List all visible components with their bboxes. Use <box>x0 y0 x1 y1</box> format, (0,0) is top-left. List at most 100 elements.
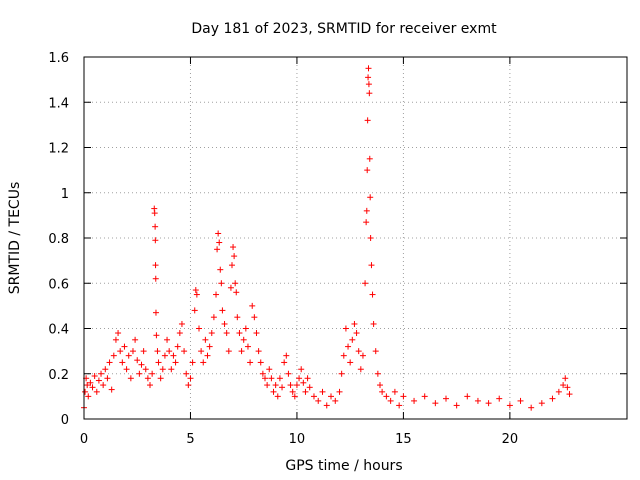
data-point <box>91 373 98 380</box>
data-point <box>374 370 381 377</box>
data-point <box>221 320 228 327</box>
data-point <box>125 352 132 359</box>
data-point <box>228 262 235 269</box>
plot-frame <box>83 56 628 420</box>
data-point <box>357 366 364 373</box>
data-point <box>168 366 175 373</box>
data-point <box>217 266 224 273</box>
data-point <box>300 379 307 386</box>
data-point <box>129 348 136 355</box>
data-point <box>421 393 428 400</box>
data-point <box>170 352 177 359</box>
data-point <box>215 230 222 237</box>
y-tick-label: 0.6 <box>48 277 69 292</box>
data-point <box>562 375 569 382</box>
data-point <box>365 65 372 72</box>
data-point <box>174 343 181 350</box>
data-point <box>287 382 294 389</box>
y-tick-label: 1.4 <box>48 96 69 111</box>
data-point <box>236 330 243 337</box>
data-point <box>566 391 573 398</box>
data-point <box>233 289 240 296</box>
data-point <box>306 384 313 391</box>
data-point <box>289 388 296 395</box>
data-point <box>244 343 251 350</box>
chart-title: Day 181 of 2023, SRMTID for receiver exm… <box>191 21 497 37</box>
data-point <box>138 361 145 368</box>
data-point <box>549 395 556 402</box>
x-tick-label: 20 <box>502 432 519 447</box>
y-tick-label: 1.2 <box>48 142 69 157</box>
data-point <box>328 393 335 400</box>
data-point <box>432 400 439 407</box>
data-point <box>365 74 372 81</box>
y-tick-label: 0.8 <box>48 232 69 247</box>
data-point <box>102 366 109 373</box>
data-point <box>193 291 200 298</box>
data-point <box>149 370 156 377</box>
data-point <box>302 388 309 395</box>
data-point <box>528 404 535 411</box>
data-point <box>365 81 372 88</box>
data-point <box>214 246 221 253</box>
data-point <box>132 336 139 343</box>
data-point <box>496 395 503 402</box>
y-tick-label: 1.6 <box>48 51 69 66</box>
data-point <box>144 375 151 382</box>
data-point <box>115 330 122 337</box>
data-point <box>485 400 492 407</box>
data-point <box>363 207 370 214</box>
data-point <box>178 320 185 327</box>
data-point <box>157 375 164 382</box>
data-point <box>159 366 166 373</box>
data-point <box>89 384 96 391</box>
data-point <box>298 366 305 373</box>
data-point <box>366 90 373 97</box>
data-point <box>112 336 119 343</box>
data-point <box>231 253 238 260</box>
data-point <box>400 393 407 400</box>
data-point <box>367 235 374 241</box>
data-point <box>95 377 102 384</box>
data-point <box>151 210 158 217</box>
data-point <box>364 117 371 124</box>
data-point <box>134 357 141 364</box>
data-point <box>251 314 258 321</box>
data-point <box>336 388 343 395</box>
data-point <box>474 397 481 404</box>
data-point <box>366 155 373 162</box>
data-point <box>319 388 326 395</box>
y-axis-title: SRMTID / TECUs <box>7 182 23 295</box>
data-point <box>152 262 159 269</box>
data-point <box>218 280 225 287</box>
data-point <box>379 388 386 395</box>
data-point <box>238 348 245 355</box>
data-point <box>247 359 254 366</box>
data-point <box>281 359 288 366</box>
data-point <box>127 375 134 382</box>
data-point <box>110 352 117 359</box>
data-point <box>340 352 347 359</box>
data-point <box>161 352 168 359</box>
data-point <box>152 309 159 316</box>
data-point <box>342 325 349 332</box>
axis-ticks <box>83 56 627 420</box>
data-point <box>216 239 223 246</box>
data-point <box>185 382 192 389</box>
data-point <box>202 336 209 343</box>
data-point <box>266 366 273 373</box>
data-point <box>249 302 256 309</box>
data-point <box>210 314 217 321</box>
data-point <box>84 382 91 389</box>
data-point <box>376 382 383 389</box>
data-point <box>372 348 379 355</box>
grid <box>84 57 627 419</box>
data-point <box>234 314 241 321</box>
data-point <box>291 393 298 400</box>
y-tick-label: 1 <box>61 187 69 202</box>
x-tick-label: 5 <box>186 432 194 447</box>
data-point <box>338 370 345 377</box>
data-point <box>82 388 89 395</box>
data-point <box>117 348 124 355</box>
